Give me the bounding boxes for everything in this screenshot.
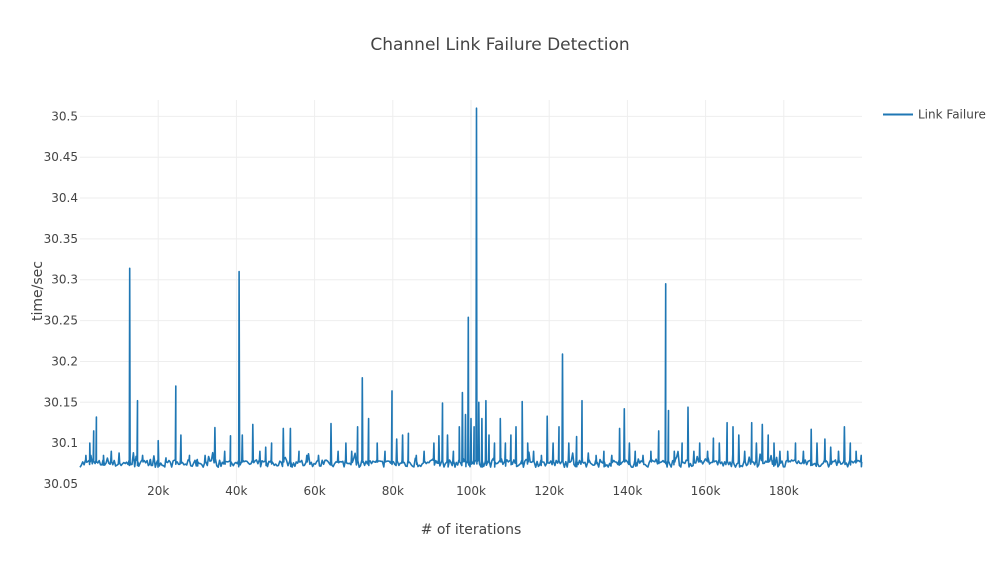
y-tick-label: 30.5: [51, 109, 78, 123]
y-axis-title: time/sec: [30, 261, 46, 321]
x-tick-label: 20k: [147, 484, 169, 498]
series-line-link-failure: [79, 107, 863, 468]
x-tick-label: 160k: [691, 484, 721, 498]
y-tick-label: 30.05: [44, 477, 78, 491]
x-tick-label: 100k: [456, 484, 486, 498]
legend-label-link-failure: Link Failure: [918, 108, 986, 122]
y-tick-label: 30.1: [51, 436, 78, 450]
x-tick-label: 60k: [303, 484, 325, 498]
y-tick-label: 30.3: [51, 273, 78, 287]
legend[interactable]: Link Failure: [883, 108, 986, 122]
x-tick-label: 120k: [534, 484, 564, 498]
y-tick-label: 30.45: [44, 150, 78, 164]
x-tick-label: 80k: [382, 484, 404, 498]
chart-title: Channel Link Failure Detection: [370, 35, 629, 55]
x-tick-label: 40k: [225, 484, 247, 498]
x-axis-title: # of iterations: [421, 522, 522, 538]
y-tick-label: 30.2: [51, 354, 78, 368]
y-tick-label: 30.4: [51, 191, 78, 205]
y-tick-label: 30.35: [44, 232, 78, 246]
series-layer: [79, 107, 863, 468]
x-tick-label: 140k: [612, 484, 642, 498]
x-tick-label: 180k: [769, 484, 799, 498]
tick-labels: 30.05 30.1 30.15 30.2 30.25 30.3 30.35 30.4 30.4…: [44, 109, 799, 498]
y-tick-label: 30.25: [44, 314, 78, 328]
y-tick-label: 30.15: [44, 395, 78, 409]
